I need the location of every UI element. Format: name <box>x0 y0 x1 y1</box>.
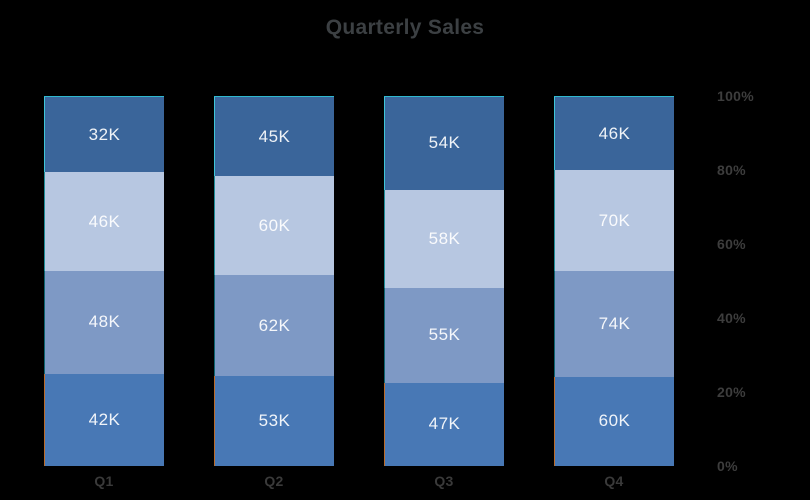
stacked-bar: 32K 46K 48K 42K <box>44 96 164 466</box>
bar-segment-segment-bottom: 42K <box>44 373 164 466</box>
value-label: 46K <box>598 123 631 143</box>
bar-segment-segment-lower-middle: 48K <box>44 271 164 374</box>
value-label: 47K <box>428 414 461 434</box>
bar-segment-segment-top: 45K <box>214 97 334 177</box>
category-label-q1: Q1 <box>94 473 114 489</box>
bar-segment-segment-bottom: 60K <box>554 376 674 466</box>
bar-segment-segment-top: 32K <box>44 97 164 173</box>
bar-segment-segment-lower-middle: 62K <box>214 274 334 377</box>
chart-title: Quarterly Sales <box>325 16 485 39</box>
bar-segment-segment-upper-middle: 70K <box>554 170 674 272</box>
bar-group-q4: 46K 70K 74K 60K Q4 <box>554 96 674 489</box>
value-label: 74K <box>598 313 631 333</box>
bar-segment-segment-upper-middle: 58K <box>384 189 504 289</box>
y-tick-label: 60% <box>717 236 746 252</box>
category-label-q3: Q3 <box>434 473 454 489</box>
stacked-bar: 54K 58K 55K 47K <box>384 96 504 466</box>
value-label: 58K <box>428 229 461 249</box>
y-tick-label: 80% <box>717 162 746 178</box>
y-tick-label: 100% <box>717 88 755 104</box>
value-label: 42K <box>88 409 121 429</box>
stacked-bar: 46K 70K 74K 60K <box>554 96 674 466</box>
y-tick-label: 40% <box>717 310 746 326</box>
bar-group-q2: 45K 60K 62K 53K Q2 <box>214 96 334 489</box>
bar-segment-segment-bottom: 53K <box>214 376 334 466</box>
value-label: 62K <box>258 315 291 335</box>
value-label: 60K <box>598 411 631 431</box>
y-tick-label: 20% <box>717 384 746 400</box>
value-label: 45K <box>258 126 291 146</box>
bar-segment-segment-upper-middle: 60K <box>214 176 334 275</box>
bar-segment-segment-bottom: 47K <box>384 382 504 466</box>
bar-segment-segment-lower-middle: 74K <box>554 271 674 377</box>
bar-group-q3: 54K 58K 55K 47K Q3 <box>384 96 504 489</box>
bar-segment-segment-upper-middle: 46K <box>44 172 164 272</box>
value-label: 70K <box>598 210 631 230</box>
y-tick-label: 0% <box>717 458 738 474</box>
value-label: 46K <box>88 211 121 231</box>
value-label: 60K <box>258 215 291 235</box>
value-label: 54K <box>428 133 461 153</box>
bar-segment-segment-top: 54K <box>384 97 504 190</box>
value-label: 53K <box>258 411 291 431</box>
category-label-q2: Q2 <box>264 473 284 489</box>
category-label-q4: Q4 <box>604 473 624 489</box>
value-label: 32K <box>88 124 121 144</box>
stacked-bar: 45K 60K 62K 53K <box>214 96 334 466</box>
bar-segment-segment-lower-middle: 55K <box>384 288 504 383</box>
bar-group-q1: 32K 46K 48K 42K Q1 <box>44 96 164 489</box>
bar-segment-segment-top: 46K <box>554 97 674 171</box>
value-label: 55K <box>428 325 461 345</box>
value-label: 48K <box>88 312 121 332</box>
